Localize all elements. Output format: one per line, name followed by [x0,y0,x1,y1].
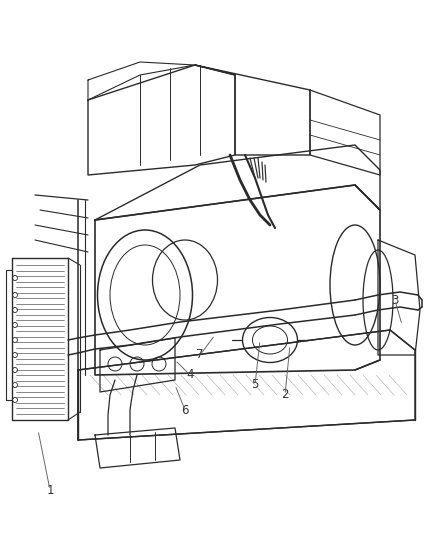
Text: 2: 2 [281,389,289,401]
Text: 7: 7 [196,349,204,361]
Text: 3: 3 [391,294,399,306]
Text: 5: 5 [251,378,259,392]
Text: 4: 4 [186,368,194,382]
Text: 6: 6 [181,403,189,416]
Text: 1: 1 [46,483,54,497]
